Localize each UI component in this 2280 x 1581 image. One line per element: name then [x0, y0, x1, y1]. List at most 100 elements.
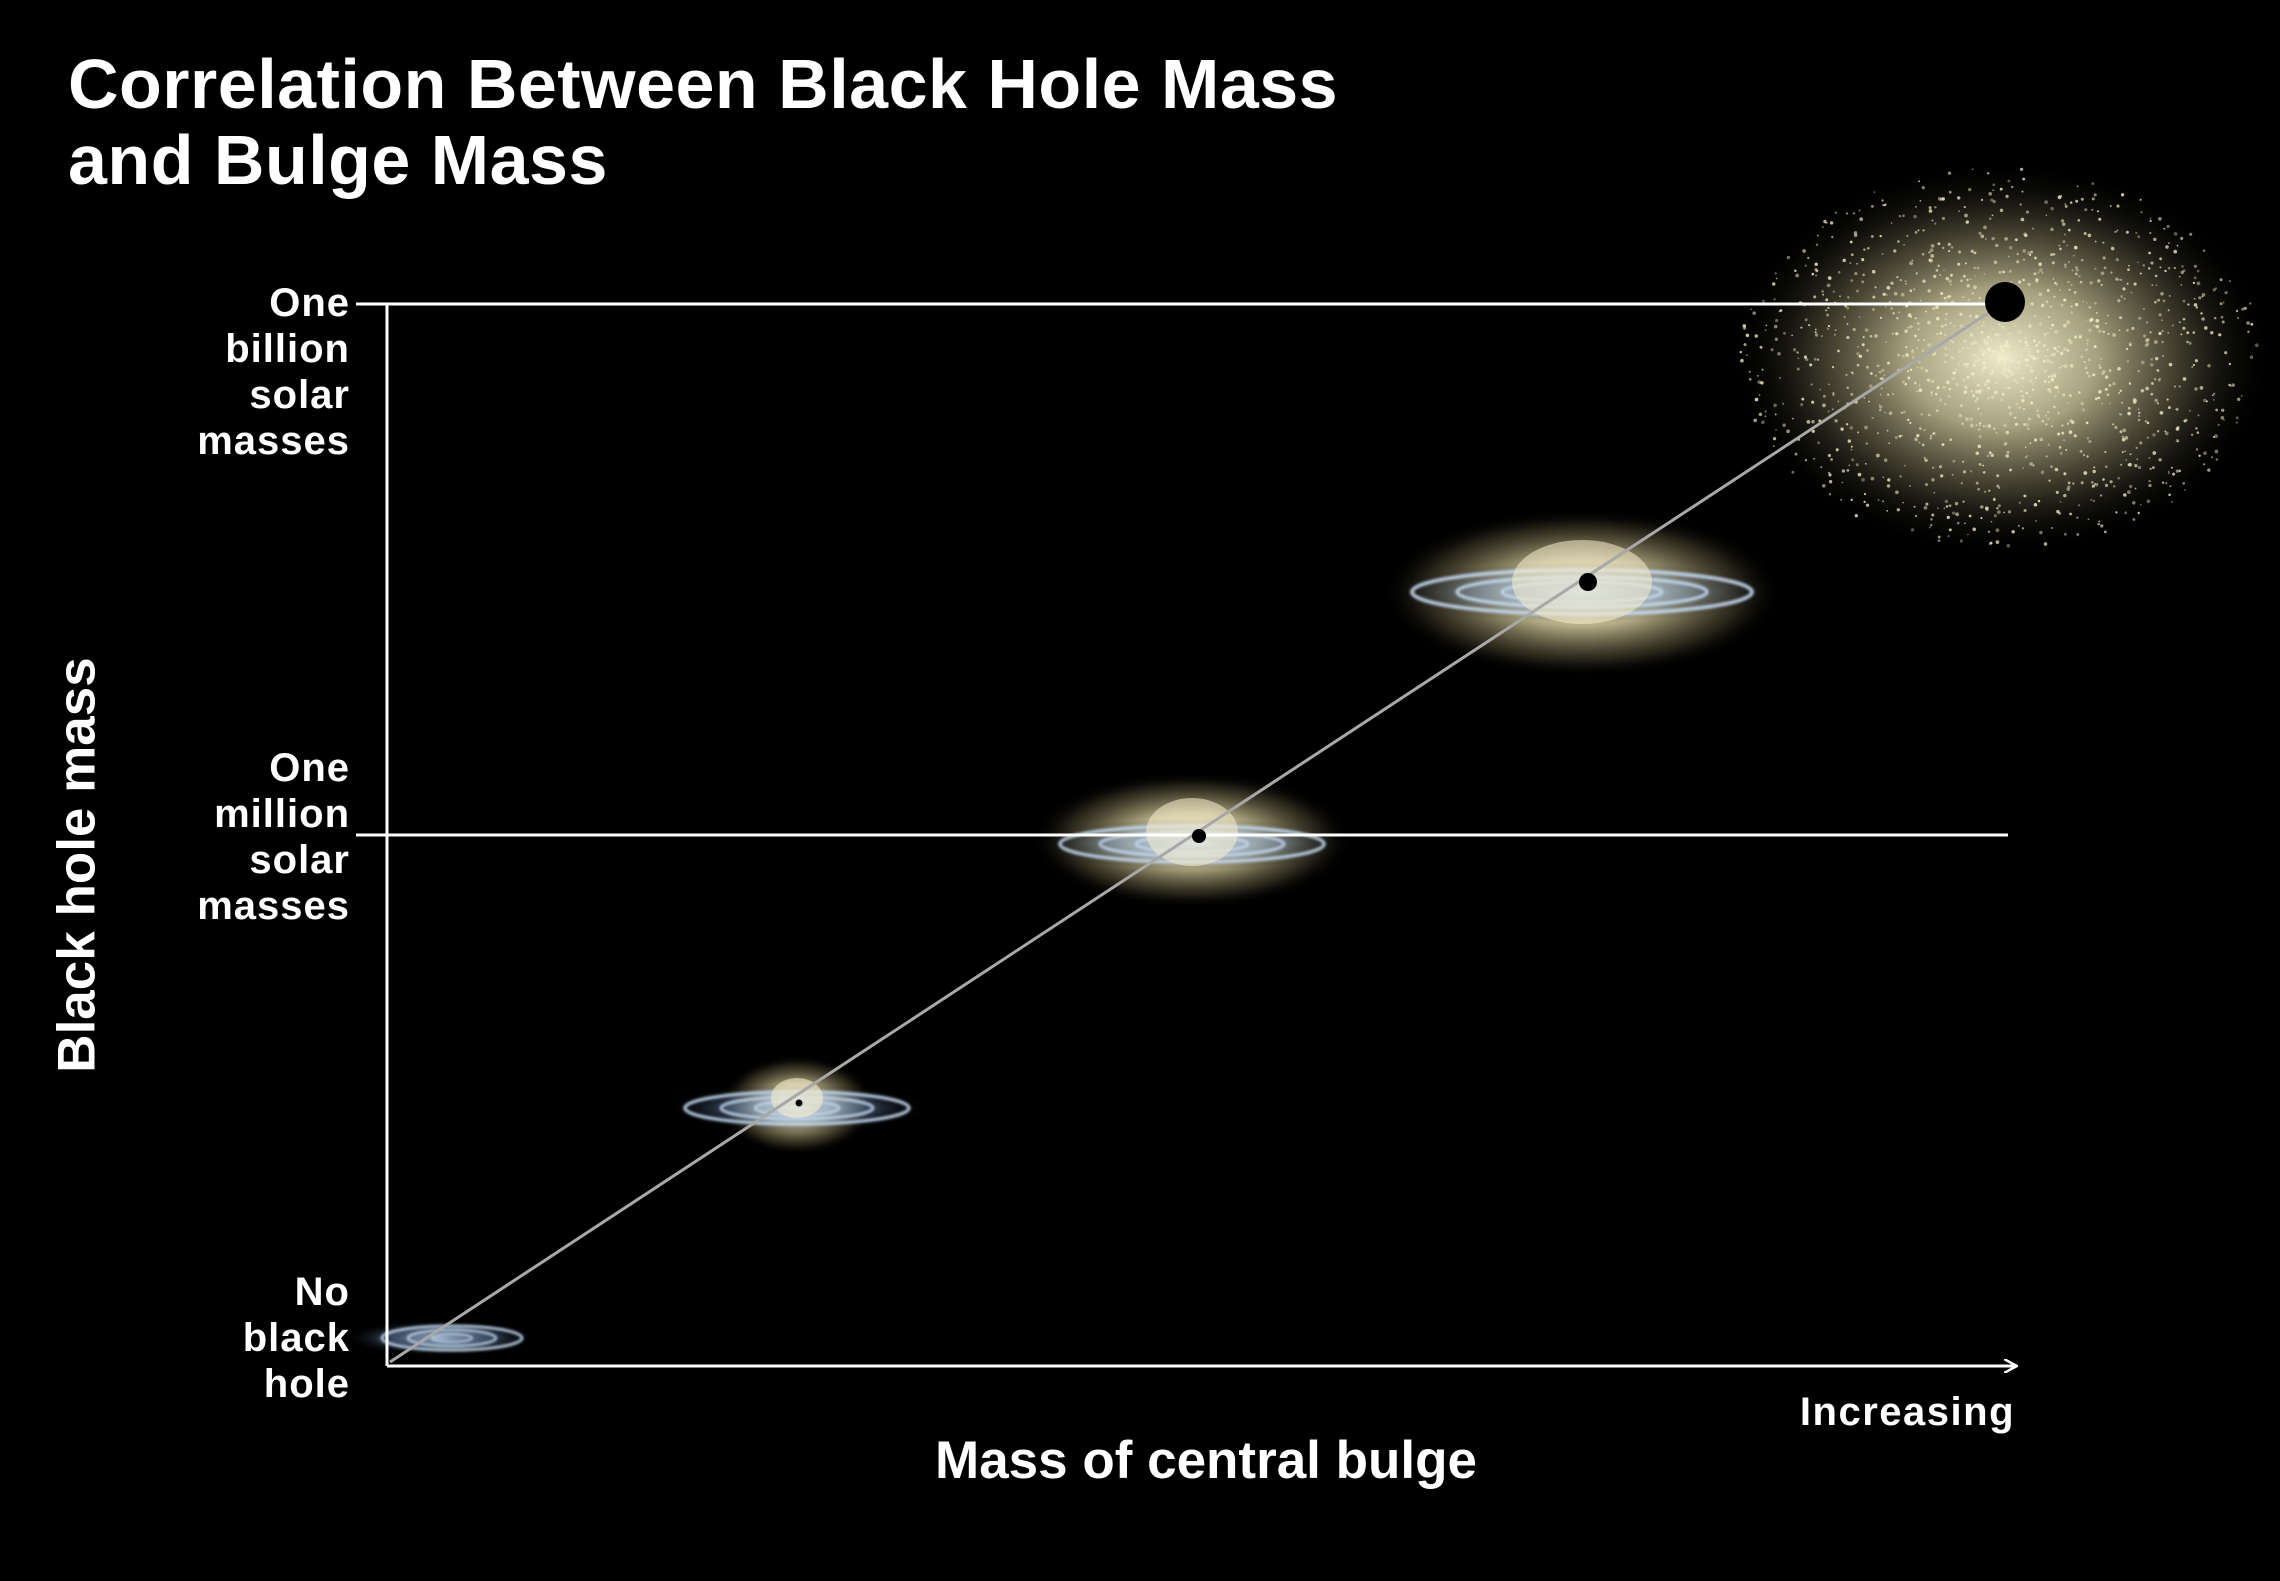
star-dot — [1775, 277, 1778, 280]
star-dot — [1936, 316, 1940, 321]
star-dot — [2045, 414, 2047, 417]
star-dot — [2175, 407, 2179, 411]
star-dot — [1873, 191, 1876, 193]
star-dot — [1885, 293, 1889, 296]
star-dot — [2024, 233, 2028, 238]
star-dot — [1874, 286, 1877, 289]
star-dot — [1930, 518, 1933, 521]
star-dot — [2101, 402, 2104, 405]
star-dot — [2050, 207, 2054, 211]
star-dot — [2133, 398, 2138, 403]
star-dot — [2076, 185, 2079, 188]
star-dot — [1828, 473, 1832, 477]
star-dot — [1902, 501, 1904, 504]
star-dot — [2038, 416, 2041, 418]
star-dot — [2210, 331, 2214, 335]
star-dot — [1748, 378, 1752, 381]
star-dot — [1827, 324, 1831, 328]
star-dot — [2097, 279, 2101, 283]
star-dot — [2030, 302, 2034, 306]
star-dot — [1924, 458, 1928, 463]
star-dot — [1913, 505, 1916, 508]
star-dot — [1975, 451, 1980, 456]
star-dot — [1948, 504, 1952, 507]
star-dot — [2235, 416, 2239, 420]
star-dot — [1771, 282, 1776, 286]
star-dot — [2149, 467, 2152, 471]
star-dot — [1980, 517, 1983, 520]
star-dot — [2031, 227, 2035, 230]
star-dot — [2003, 360, 2007, 364]
star-dot — [2064, 203, 2067, 206]
star-dot — [2224, 291, 2228, 295]
star-dot — [1996, 474, 2000, 478]
star-dot — [1957, 363, 1960, 366]
star-dot — [2004, 373, 2007, 377]
star-dot — [2241, 307, 2245, 311]
star-dot — [1850, 279, 1854, 282]
star-dot — [1945, 312, 1948, 316]
star-dot — [2121, 451, 2124, 454]
star-dot — [2011, 185, 2014, 189]
star-dot — [2063, 472, 2067, 476]
star-dot — [2019, 167, 2024, 171]
star-dot — [1865, 442, 1869, 445]
star-dot — [1988, 191, 1993, 196]
star-dot — [2049, 390, 2052, 394]
star-dot — [2121, 401, 2123, 404]
star-dot — [2085, 421, 2089, 425]
star-dot — [2096, 210, 2100, 213]
star-dot — [1905, 282, 1907, 285]
star-dot — [1916, 390, 1919, 393]
star-dot — [2140, 211, 2143, 214]
star-dot — [2115, 258, 2119, 262]
star-dot — [2108, 402, 2111, 405]
star-dot — [1822, 293, 1824, 296]
star-dot — [1863, 248, 1866, 251]
star-dot — [1897, 353, 1901, 357]
star-dot — [2001, 349, 2005, 353]
star-dot — [1892, 393, 1894, 395]
star-dot — [2064, 266, 2067, 269]
star-dot — [1965, 366, 1968, 369]
star-dot — [2012, 372, 2015, 376]
star-dot — [2114, 425, 2118, 430]
star-dot — [1966, 284, 1970, 288]
star-dot — [2003, 360, 2007, 364]
star-dot — [2222, 301, 2225, 304]
star-dot — [2043, 542, 2048, 546]
star-dot — [2091, 182, 2095, 185]
star-dot — [1990, 395, 1995, 399]
star-dot — [2046, 358, 2050, 363]
star-dot — [1958, 350, 1961, 354]
star-dot — [2034, 438, 2038, 442]
star-dot — [2205, 400, 2208, 403]
star-dot — [2067, 481, 2071, 485]
star-dot — [2050, 253, 2053, 256]
star-dot — [1905, 346, 1908, 349]
star-dot — [1963, 339, 1967, 343]
star-dot — [2182, 269, 2186, 273]
star-dot — [2189, 232, 2193, 236]
star-dot — [1878, 370, 1882, 374]
star-dot — [2129, 484, 2133, 489]
star-dot — [1762, 299, 1765, 303]
star-dot — [1876, 432, 1879, 435]
star-dot — [2045, 214, 2048, 217]
star-dot — [2125, 459, 2128, 461]
star-dot — [2023, 508, 2027, 513]
star-dot — [2195, 306, 2198, 309]
star-dot — [1914, 205, 1917, 208]
star-dot — [2221, 408, 2225, 412]
star-dot — [1850, 371, 1853, 374]
y-label-billion: One billion solar masses — [197, 281, 350, 463]
star-dot — [2020, 217, 2025, 222]
star-dot — [2152, 466, 2155, 469]
star-dot — [2023, 336, 2027, 340]
star-dot — [2021, 190, 2024, 193]
star-dot — [1813, 457, 1815, 460]
star-dot — [2052, 405, 2055, 408]
star-dot — [2010, 373, 2013, 376]
star-dot — [2151, 382, 2154, 385]
star-dot — [1811, 400, 1815, 404]
